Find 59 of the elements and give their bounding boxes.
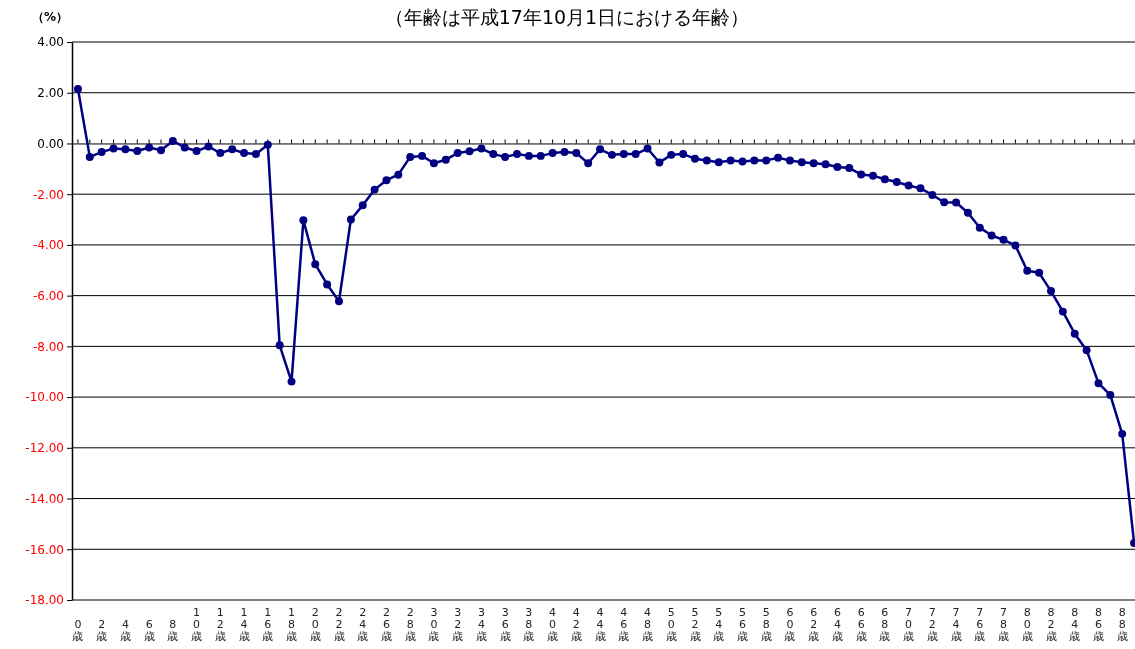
x-tick-label: 16歳 <box>262 606 274 643</box>
x-tick-label: 2歳 <box>96 618 108 643</box>
x-tick-label: 12歳 <box>214 606 226 643</box>
y-tick-label: -16.00 <box>25 542 64 557</box>
x-tick-label: 68歳 <box>879 606 891 643</box>
x-tick-label: 60歳 <box>784 606 796 643</box>
x-tick-label: 86歳 <box>1092 606 1104 643</box>
x-tick-label: 82歳 <box>1045 606 1057 643</box>
x-tick-label: 78歳 <box>998 606 1010 643</box>
x-tick-label: 24歳 <box>357 606 369 643</box>
x-tick-label: 30歳 <box>428 606 440 643</box>
x-tick-label: 0歳 <box>72 618 84 643</box>
x-tick-label: 18歳 <box>286 606 298 643</box>
y-tick-label: -14.00 <box>25 491 64 506</box>
x-tick-label: 40歳 <box>547 606 559 643</box>
y-tick-label: 2.00 <box>37 86 64 101</box>
x-tick-label: 10歳 <box>191 606 203 643</box>
x-tick-label: 52歳 <box>689 606 701 643</box>
y-tick-label: -4.00 <box>32 238 64 253</box>
chart-title: （年齢は平成17年10月1日における年齢） <box>384 6 750 28</box>
x-tick-label: 74歳 <box>950 606 962 643</box>
x-tick-label: 34歳 <box>475 606 487 643</box>
x-tick-label: 66歳 <box>855 606 867 643</box>
y-tick-label: -10.00 <box>25 390 64 405</box>
x-tick-label: 26歳 <box>380 606 392 643</box>
y-tick-label: -12.00 <box>25 441 64 456</box>
x-tick-label: 80歳 <box>1021 606 1033 643</box>
y-tick-label: -2.00 <box>32 187 64 202</box>
x-tick-label: 32歳 <box>452 606 464 643</box>
y-tick-label: -6.00 <box>32 288 64 303</box>
x-tick-label: 50歳 <box>665 606 677 643</box>
x-tick-label: 8歳 <box>167 618 179 643</box>
x-tick-label: 62歳 <box>808 606 820 643</box>
x-tick-label: 84歳 <box>1069 606 1081 643</box>
x-tick-label: 56歳 <box>736 606 748 643</box>
y-tick-label: 4.00 <box>37 35 64 50</box>
x-tick-label: 6歳 <box>143 618 155 643</box>
x-tick-label: 54歳 <box>713 606 725 643</box>
y-tick-label: -8.00 <box>32 339 64 354</box>
x-tick-label: 14歳 <box>238 606 250 643</box>
x-tick-label: 20歳 <box>309 606 321 643</box>
y-tick-label: 0.00 <box>37 136 64 151</box>
x-tick-label: 70歳 <box>903 606 915 643</box>
x-tick-label: 46歳 <box>618 606 630 643</box>
x-tick-label: 28歳 <box>404 606 416 643</box>
y-axis-title: （%） <box>31 10 69 24</box>
x-tick-label: 48歳 <box>642 606 654 643</box>
x-tick-label: 42歳 <box>570 606 582 643</box>
x-tick-label: 4歳 <box>119 618 131 643</box>
x-tick-label: 76歳 <box>974 606 986 643</box>
x-tick-label: 64歳 <box>831 606 843 643</box>
x-tick-label: 44歳 <box>594 606 606 643</box>
x-tick-label: 88歳 <box>1116 606 1128 643</box>
x-tick-label: 58歳 <box>760 606 772 643</box>
x-tick-label: 72歳 <box>926 606 938 643</box>
x-tick-label: 38歳 <box>523 606 535 643</box>
y-tick-label: -18.00 <box>25 593 64 608</box>
x-tick-label: 36歳 <box>499 606 511 643</box>
x-tick-label: 22歳 <box>333 606 345 643</box>
